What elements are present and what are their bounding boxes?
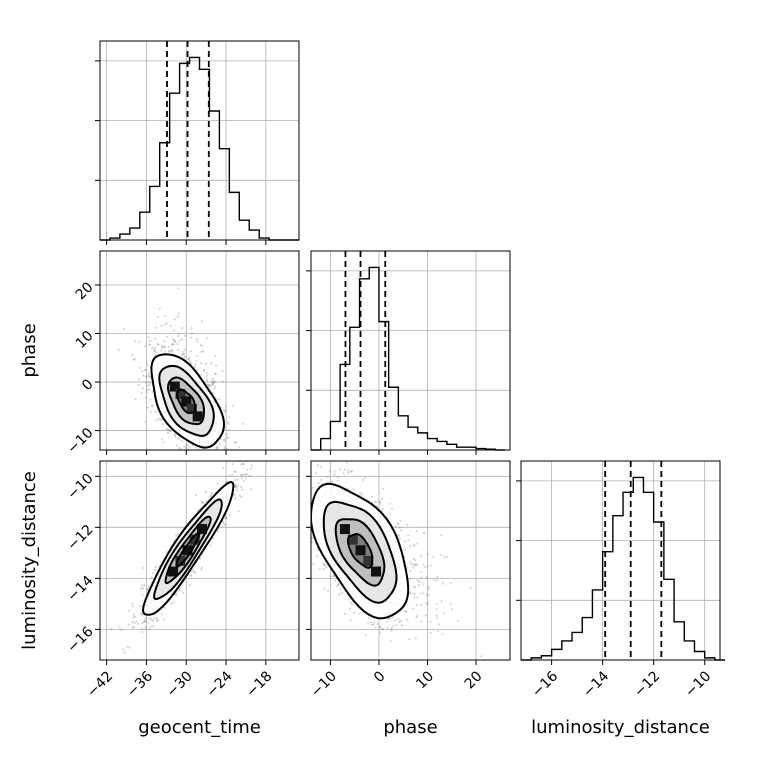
histogram-phase	[311, 266, 506, 451]
x-tick-label-luminosity-distance: −12	[631, 668, 663, 700]
y-tick-label-phase: 0	[79, 376, 97, 394]
x-tick-label-phase: −10	[308, 668, 340, 700]
contour-line-3	[150, 353, 226, 449]
x-tick-label-luminosity-distance: −16	[529, 668, 561, 700]
y-tick-label-phase: −10	[64, 425, 96, 457]
contour-line-3	[311, 482, 410, 620]
hist-panel-luminosity_distance	[516, 460, 726, 665]
panel-frame	[310, 250, 511, 451]
density-bin	[181, 396, 192, 407]
density-core	[168, 524, 207, 577]
panel-frame	[99, 40, 300, 241]
density-core	[339, 524, 382, 577]
panel-luminosity_distance-vs-geocent_time	[95, 460, 300, 665]
x-tick-label-geocent-time: −42	[84, 668, 116, 700]
x-axis-label-geocent-time: geocent_time	[138, 717, 261, 738]
contour-line-1	[166, 376, 205, 426]
contour-line-3	[141, 480, 235, 616]
density-bin	[186, 403, 197, 414]
histogram-luminosity_distance	[521, 476, 726, 661]
contour-line-2	[158, 364, 215, 437]
density-bin	[355, 545, 366, 556]
panel-frame	[99, 250, 300, 451]
hist-panel-phase	[306, 250, 511, 455]
density-bin	[347, 534, 358, 545]
x-axis-label-phase: phase	[383, 717, 437, 738]
density-core	[169, 381, 203, 422]
x-tick-label-luminosity-distance: −10	[682, 668, 714, 700]
x-tick-label-luminosity-distance: −14	[580, 668, 612, 700]
x-tick-label-geocent-time: −36	[124, 668, 156, 700]
x-tick-label-phase: 20	[462, 668, 486, 692]
density-bin	[339, 524, 350, 535]
y-tick-label-luminosity-distance: −16	[64, 624, 96, 656]
histogram-geocent_time	[100, 56, 299, 241]
density-bin	[175, 555, 186, 566]
y-tick-label-phase: 10	[73, 328, 97, 352]
contour-line-2	[322, 500, 398, 604]
y-tick-label-phase: 20	[73, 279, 97, 303]
density-bin	[363, 555, 374, 566]
panel-luminosity_distance-vs-phase	[306, 460, 511, 665]
x-axis-label-luminosity-distance: luminosity_distance	[531, 717, 710, 738]
contour-line-1	[164, 515, 212, 585]
contour-line-1	[334, 518, 386, 587]
y-tick-label-luminosity-distance: −14	[64, 573, 96, 605]
x-tick-label-phase: 0	[371, 668, 389, 686]
density-bin	[175, 389, 186, 400]
y-axis-label-phase: phase	[19, 323, 40, 377]
panel-phase-vs-geocent_time	[95, 250, 300, 455]
x-tick-label-geocent-time: −30	[164, 668, 196, 700]
contour-line-0	[175, 532, 201, 568]
panel-frame	[99, 460, 300, 661]
y-tick-label-luminosity-distance: −12	[64, 522, 96, 554]
panel-frame	[310, 460, 511, 661]
panel-frame	[520, 460, 721, 661]
x-tick-label-phase: 10	[413, 668, 437, 692]
density-bin	[196, 524, 207, 535]
density-bin	[168, 566, 179, 577]
density-bin	[371, 566, 382, 577]
x-tick-label-geocent-time: −24	[203, 668, 235, 700]
contour-line-2	[153, 498, 223, 601]
density-bin	[192, 411, 203, 422]
hist-panel-geocent_time	[95, 40, 300, 245]
density-bin	[169, 381, 180, 392]
density-bin	[189, 534, 200, 545]
contour-line-0	[347, 533, 374, 569]
contour-line-0	[176, 388, 196, 414]
density-bin	[182, 545, 193, 556]
x-tick-label-geocent-time: −18	[243, 668, 275, 700]
y-axis-label-luminosity-distance: luminosity_distance	[19, 471, 40, 650]
y-tick-label-luminosity-distance: −10	[64, 471, 96, 503]
